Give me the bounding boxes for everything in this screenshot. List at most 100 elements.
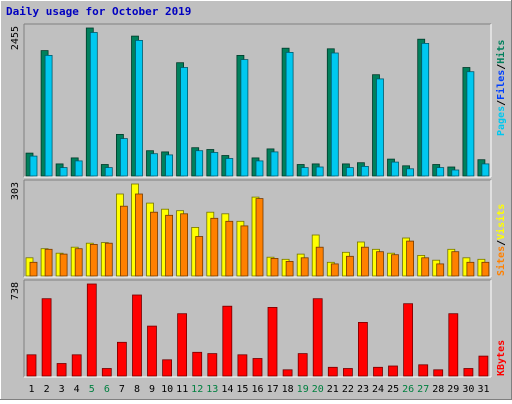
x-tick-label-day-7: 7 — [119, 384, 125, 395]
x-tick-label-day-16: 16 — [251, 384, 263, 395]
legend-hits-files-pages: Pages/Files/Hits — [495, 40, 507, 136]
bar-kbytes-day-1 — [26, 354, 37, 377]
bar-sites-day-4 — [74, 248, 83, 277]
bar-sites-day-23 — [360, 246, 369, 277]
bar-files-day-30 — [466, 71, 475, 177]
legend-pages: Pages — [496, 106, 507, 136]
bar-sites-day-18 — [285, 260, 294, 277]
x-tick-label-day-3: 3 — [59, 384, 65, 395]
legend-sep: / — [496, 240, 507, 246]
bar-sites-day-14 — [225, 220, 234, 277]
bar-kbytes-day-10 — [162, 359, 173, 377]
bar-files-day-27 — [421, 43, 430, 177]
bar-sites-day-31 — [481, 261, 490, 277]
bar-sites-day-17 — [270, 257, 279, 277]
bar-files-day-13 — [210, 152, 219, 177]
bar-files-day-16 — [255, 160, 264, 177]
x-tick-label-day-30: 30 — [462, 384, 474, 395]
bar-files-day-26 — [406, 168, 415, 177]
x-tick-label-day-8: 8 — [134, 384, 140, 395]
bar-sites-day-12 — [195, 236, 204, 277]
bar-kbytes-day-23 — [357, 321, 368, 377]
legend-hits: Hits — [495, 40, 507, 64]
bar-kbytes-day-13 — [207, 353, 218, 377]
bar-sites-day-30 — [466, 261, 475, 277]
x-tick-label-day-28: 28 — [432, 384, 444, 395]
x-tick-label-day-9: 9 — [149, 384, 155, 395]
legend-visits-sites: Sites/Visits — [495, 204, 507, 276]
bar-kbytes-day-9 — [147, 325, 157, 377]
bar-sites-day-15 — [240, 225, 249, 277]
bar-sites-day-28 — [436, 263, 445, 277]
bar-kbytes-day-2 — [41, 298, 52, 377]
x-tick-label-day-24: 24 — [372, 384, 384, 395]
bar-sites-day-5 — [89, 243, 98, 277]
bar-files-day-31 — [481, 163, 490, 177]
bar-files-day-4 — [74, 160, 83, 177]
bar-kbytes-day-28 — [433, 369, 444, 377]
bar-files-day-23 — [360, 165, 369, 177]
bar-files-day-25 — [391, 161, 399, 177]
bar-sites-day-19 — [300, 257, 309, 277]
x-tick-label-day-2: 2 — [44, 384, 50, 395]
bar-files-day-17 — [270, 151, 279, 177]
legend-files: Files — [495, 70, 507, 100]
bar-kbytes-day-14 — [222, 305, 233, 377]
bar-files-day-22 — [345, 167, 354, 177]
bar-kbytes-day-11 — [177, 313, 188, 377]
x-tick-label-day-15: 15 — [236, 384, 248, 395]
bar-sites-day-29 — [451, 251, 460, 277]
x-tick-label-day-21: 21 — [327, 384, 339, 395]
x-tick-label-day-29: 29 — [447, 384, 459, 395]
bar-files-day-14 — [225, 158, 234, 177]
bar-sites-day-24 — [376, 251, 384, 277]
bar-kbytes-day-16 — [252, 358, 263, 377]
bar-files-day-28 — [436, 167, 445, 177]
bar-sites-day-3 — [59, 253, 68, 277]
bar-files-day-15 — [240, 59, 249, 177]
x-tick-label-day-6: 6 — [104, 384, 110, 395]
bar-kbytes-day-20 — [312, 298, 323, 377]
bar-sites-day-22 — [345, 255, 354, 277]
x-tick-label-day-31: 31 — [477, 384, 489, 395]
bar-kbytes-day-19 — [297, 353, 308, 377]
bar-sites-day-27 — [421, 257, 430, 277]
bar-kbytes-day-6 — [101, 368, 112, 377]
bar-files-day-24 — [376, 78, 384, 177]
legend-sep: / — [496, 100, 507, 106]
x-tick-label-day-10: 10 — [161, 384, 173, 395]
bar-kbytes-day-12 — [192, 351, 203, 377]
legend-kbytes: KBytes — [496, 340, 507, 376]
bar-files-day-29 — [451, 169, 460, 177]
x-tick-label-day-13: 13 — [206, 384, 218, 395]
x-tick-label-day-17: 17 — [267, 384, 279, 395]
x-tick-label-day-1: 1 — [28, 384, 34, 395]
bar-kbytes-day-18 — [282, 369, 293, 377]
bar-kbytes-day-25 — [388, 365, 398, 377]
bar-files-day-7 — [120, 138, 128, 177]
bar-sites-day-7 — [120, 205, 128, 277]
bar-kbytes-day-8 — [132, 294, 142, 377]
x-tick-label-day-18: 18 — [282, 384, 294, 395]
bar-kbytes-day-4 — [71, 354, 82, 377]
y-max-label-visits-sites: 303 — [10, 182, 21, 200]
bar-kbytes-day-30 — [463, 368, 474, 377]
bar-sites-day-20 — [315, 246, 324, 277]
bar-files-day-12 — [195, 150, 204, 177]
x-tick-label-day-26: 26 — [402, 384, 414, 395]
bar-sites-day-1 — [29, 261, 38, 277]
bar-kbytes-day-7 — [117, 341, 127, 377]
y-max-label-kbytes: 738 — [10, 282, 21, 300]
y-max-label-hits-files-pages: 2455 — [10, 26, 21, 50]
legend-kbytes: KBytes — [496, 340, 507, 376]
bar-kbytes-day-26 — [403, 303, 414, 377]
chart-title: Daily usage for October 2019 — [6, 5, 191, 18]
x-tick-label-day-5: 5 — [89, 384, 95, 395]
bar-sites-day-26 — [406, 240, 415, 277]
bar-files-day-5 — [89, 32, 98, 177]
legend-sites: Sites — [495, 246, 507, 276]
x-tick-label-day-22: 22 — [342, 384, 354, 395]
bar-kbytes-day-17 — [267, 306, 278, 377]
bar-files-day-21 — [330, 52, 339, 177]
